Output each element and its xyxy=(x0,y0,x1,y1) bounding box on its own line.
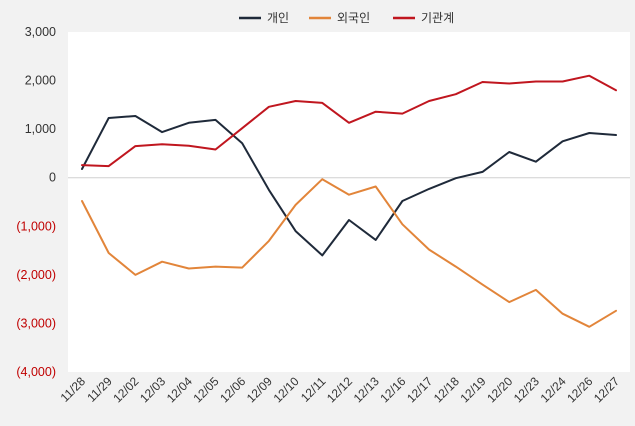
x-tick-label: 12/02 xyxy=(110,374,141,405)
y-tick-label: (4,000) xyxy=(16,365,56,379)
x-tick-label: 12/06 xyxy=(217,374,248,405)
x-tick-label: 12/26 xyxy=(564,374,595,405)
series-line-0 xyxy=(81,115,617,257)
legend-label: 개인 xyxy=(267,11,289,25)
y-tick-label: 1,000 xyxy=(25,122,56,136)
y-tick-label: 2,000 xyxy=(25,74,56,88)
x-tick-label: 12/09 xyxy=(244,374,275,405)
x-tick-label: 12/24 xyxy=(538,374,569,405)
x-tick-label: 12/12 xyxy=(324,374,355,405)
x-tick-label: 12/03 xyxy=(137,374,168,405)
x-tick-label: 12/27 xyxy=(591,374,622,405)
x-tick-label: 12/23 xyxy=(511,374,542,405)
x-tick-label: 11/28 xyxy=(58,374,89,405)
x-tick-label: 12/11 xyxy=(298,374,329,405)
x-tick-label: 11/29 xyxy=(84,374,115,405)
plot-area xyxy=(68,32,630,372)
x-tick-label: 12/19 xyxy=(457,374,488,405)
y-tick-label: (1,000) xyxy=(16,219,56,233)
x-tick-label: 12/13 xyxy=(351,374,382,405)
x-tick-label: 12/05 xyxy=(190,374,221,405)
series-lines xyxy=(81,74,617,328)
x-tick-label: 12/20 xyxy=(484,374,515,405)
x-tick-label: 12/10 xyxy=(271,374,302,405)
series-line-2 xyxy=(81,74,617,168)
x-tick-label: 12/17 xyxy=(404,374,435,405)
y-tick-label: (2,000) xyxy=(16,268,56,282)
legend-label: 기관계 xyxy=(421,11,454,25)
y-tick-label: 3,000 xyxy=(25,25,56,39)
y-tick-label: 0 xyxy=(49,171,56,185)
x-tick-label: 12/16 xyxy=(377,374,408,405)
x-tick-label: 12/04 xyxy=(164,374,195,405)
legend-label: 외국인 xyxy=(337,11,370,25)
legend: 개인 외국인 기관계 xyxy=(239,11,454,25)
x-axis: 11/2811/2912/0212/0312/0412/0512/0612/09… xyxy=(58,374,623,405)
y-tick-label: (3,000) xyxy=(16,316,56,330)
y-axis: 3,000 2,000 1,000 0 (1,000) (2,000) (3,000) (4,… xyxy=(16,25,630,379)
x-tick-label: 12/18 xyxy=(431,374,462,405)
series-line-1 xyxy=(81,178,617,328)
